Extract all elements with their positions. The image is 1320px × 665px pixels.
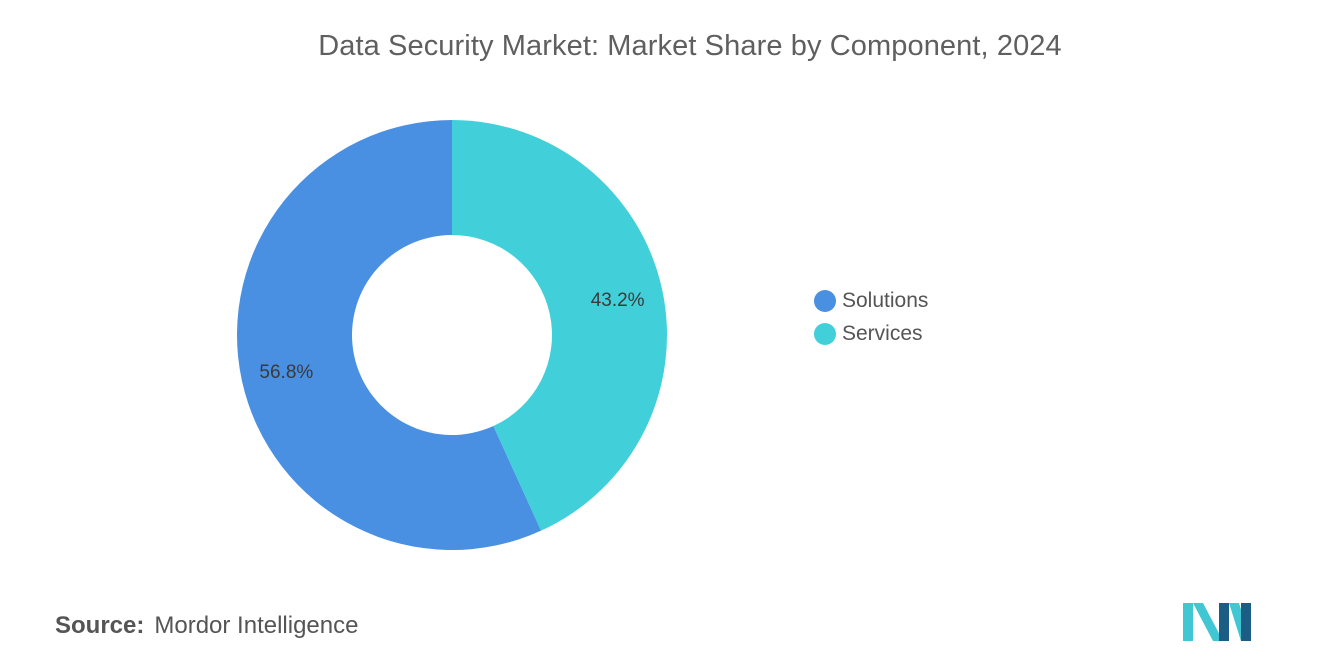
legend-swatch-services <box>814 322 836 345</box>
data-label-solutions: 56.8% <box>259 362 313 383</box>
legend-label-solutions: Solutions <box>842 288 929 312</box>
legend-swatch-solutions <box>814 289 836 312</box>
chart-title: Data Security Market: Market Share by Co… <box>318 30 1062 62</box>
chart-legend: Solutions Services <box>814 284 928 350</box>
source-label: Source: <box>55 612 145 639</box>
legend-label-services: Services <box>842 321 923 345</box>
slice-services[interactable] <box>452 120 667 531</box>
legend-item-solutions[interactable]: Solutions <box>814 284 928 317</box>
data-label-services: 43.2% <box>591 290 645 311</box>
mordor-intelligence-logo-icon <box>1183 603 1251 641</box>
source-text: Mordor Intelligence <box>154 612 359 639</box>
source-note: Source: Mordor Intelligence <box>55 612 358 640</box>
slice-solutions[interactable] <box>237 120 542 550</box>
legend-item-services[interactable]: Services <box>814 317 928 350</box>
